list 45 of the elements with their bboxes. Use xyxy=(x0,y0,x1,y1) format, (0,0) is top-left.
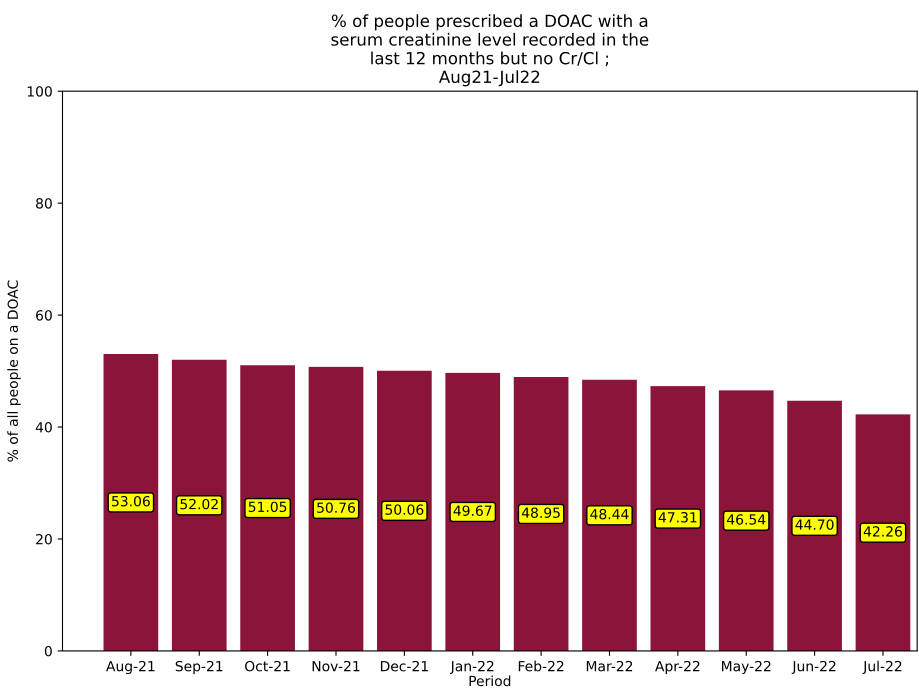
x-tick-label: Jul-22 xyxy=(862,660,902,674)
bar xyxy=(650,386,706,651)
y-tick-label: 80 xyxy=(36,198,52,209)
data-label: 48.44 xyxy=(590,508,629,520)
bar xyxy=(582,380,637,651)
bar xyxy=(856,414,910,651)
bar xyxy=(514,376,568,651)
data-label: 47.31 xyxy=(658,512,696,523)
data-label: 44.70 xyxy=(795,519,834,530)
x-tick-label: May-22 xyxy=(722,660,770,674)
data-label: 51.05 xyxy=(248,502,286,512)
x-tick-label: Nov-21 xyxy=(312,660,360,672)
bar xyxy=(377,370,432,651)
y-tick-label: 0 xyxy=(44,646,52,656)
bar xyxy=(308,366,364,651)
y-tick-label: 20 xyxy=(36,534,52,544)
data-label: 52.02 xyxy=(180,498,218,510)
bar xyxy=(718,390,774,651)
data-label: 42.26 xyxy=(864,526,902,537)
y-tick-label: 60 xyxy=(36,310,52,321)
bar xyxy=(240,365,295,651)
x-tick-label: Mar-22 xyxy=(586,660,632,672)
x-tick-label: Feb-22 xyxy=(518,660,564,672)
bar xyxy=(445,372,500,651)
x-tick-label: Aug-21 xyxy=(106,660,154,674)
x-tick-label: Jun-22 xyxy=(792,660,836,674)
x-tick-label: Dec-21 xyxy=(380,660,428,672)
y-axis-title: % of all people on a DOAC xyxy=(7,280,21,462)
data-label: 50.06 xyxy=(386,504,424,515)
bar xyxy=(104,354,158,651)
y-tick-label: 40 xyxy=(36,422,52,433)
x-tick-label: Sep-21 xyxy=(176,660,222,674)
x-axis-title: Period xyxy=(470,675,510,686)
data-label: 49.67 xyxy=(454,505,492,516)
x-tick-label: Oct-21 xyxy=(245,660,290,672)
y-tick-label: 100 xyxy=(28,86,52,97)
data-label: 53.06 xyxy=(112,496,150,506)
data-label: 46.54 xyxy=(727,514,766,525)
x-tick-label: Apr-22 xyxy=(655,660,700,674)
data-label: 48.95 xyxy=(522,507,560,518)
data-label: 50.76 xyxy=(317,502,355,513)
bar xyxy=(172,360,227,651)
bar xyxy=(787,400,842,651)
x-tick-label: Jan-22 xyxy=(450,660,494,674)
chart-title: % of people prescribed a DOAC with a serum creatinine level recorded in the last 12 months but no Cr/Cl ; Aug21-Jul22 xyxy=(331,14,648,86)
